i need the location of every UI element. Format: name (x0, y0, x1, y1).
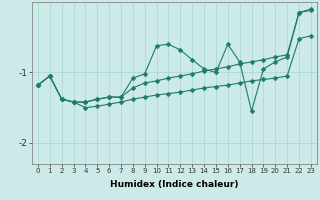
X-axis label: Humidex (Indice chaleur): Humidex (Indice chaleur) (110, 180, 239, 189)
